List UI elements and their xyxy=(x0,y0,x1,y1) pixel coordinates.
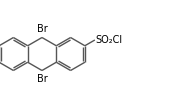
Text: Br: Br xyxy=(37,74,47,83)
Text: SO₂Cl: SO₂Cl xyxy=(96,35,123,45)
Text: Br: Br xyxy=(37,25,47,34)
